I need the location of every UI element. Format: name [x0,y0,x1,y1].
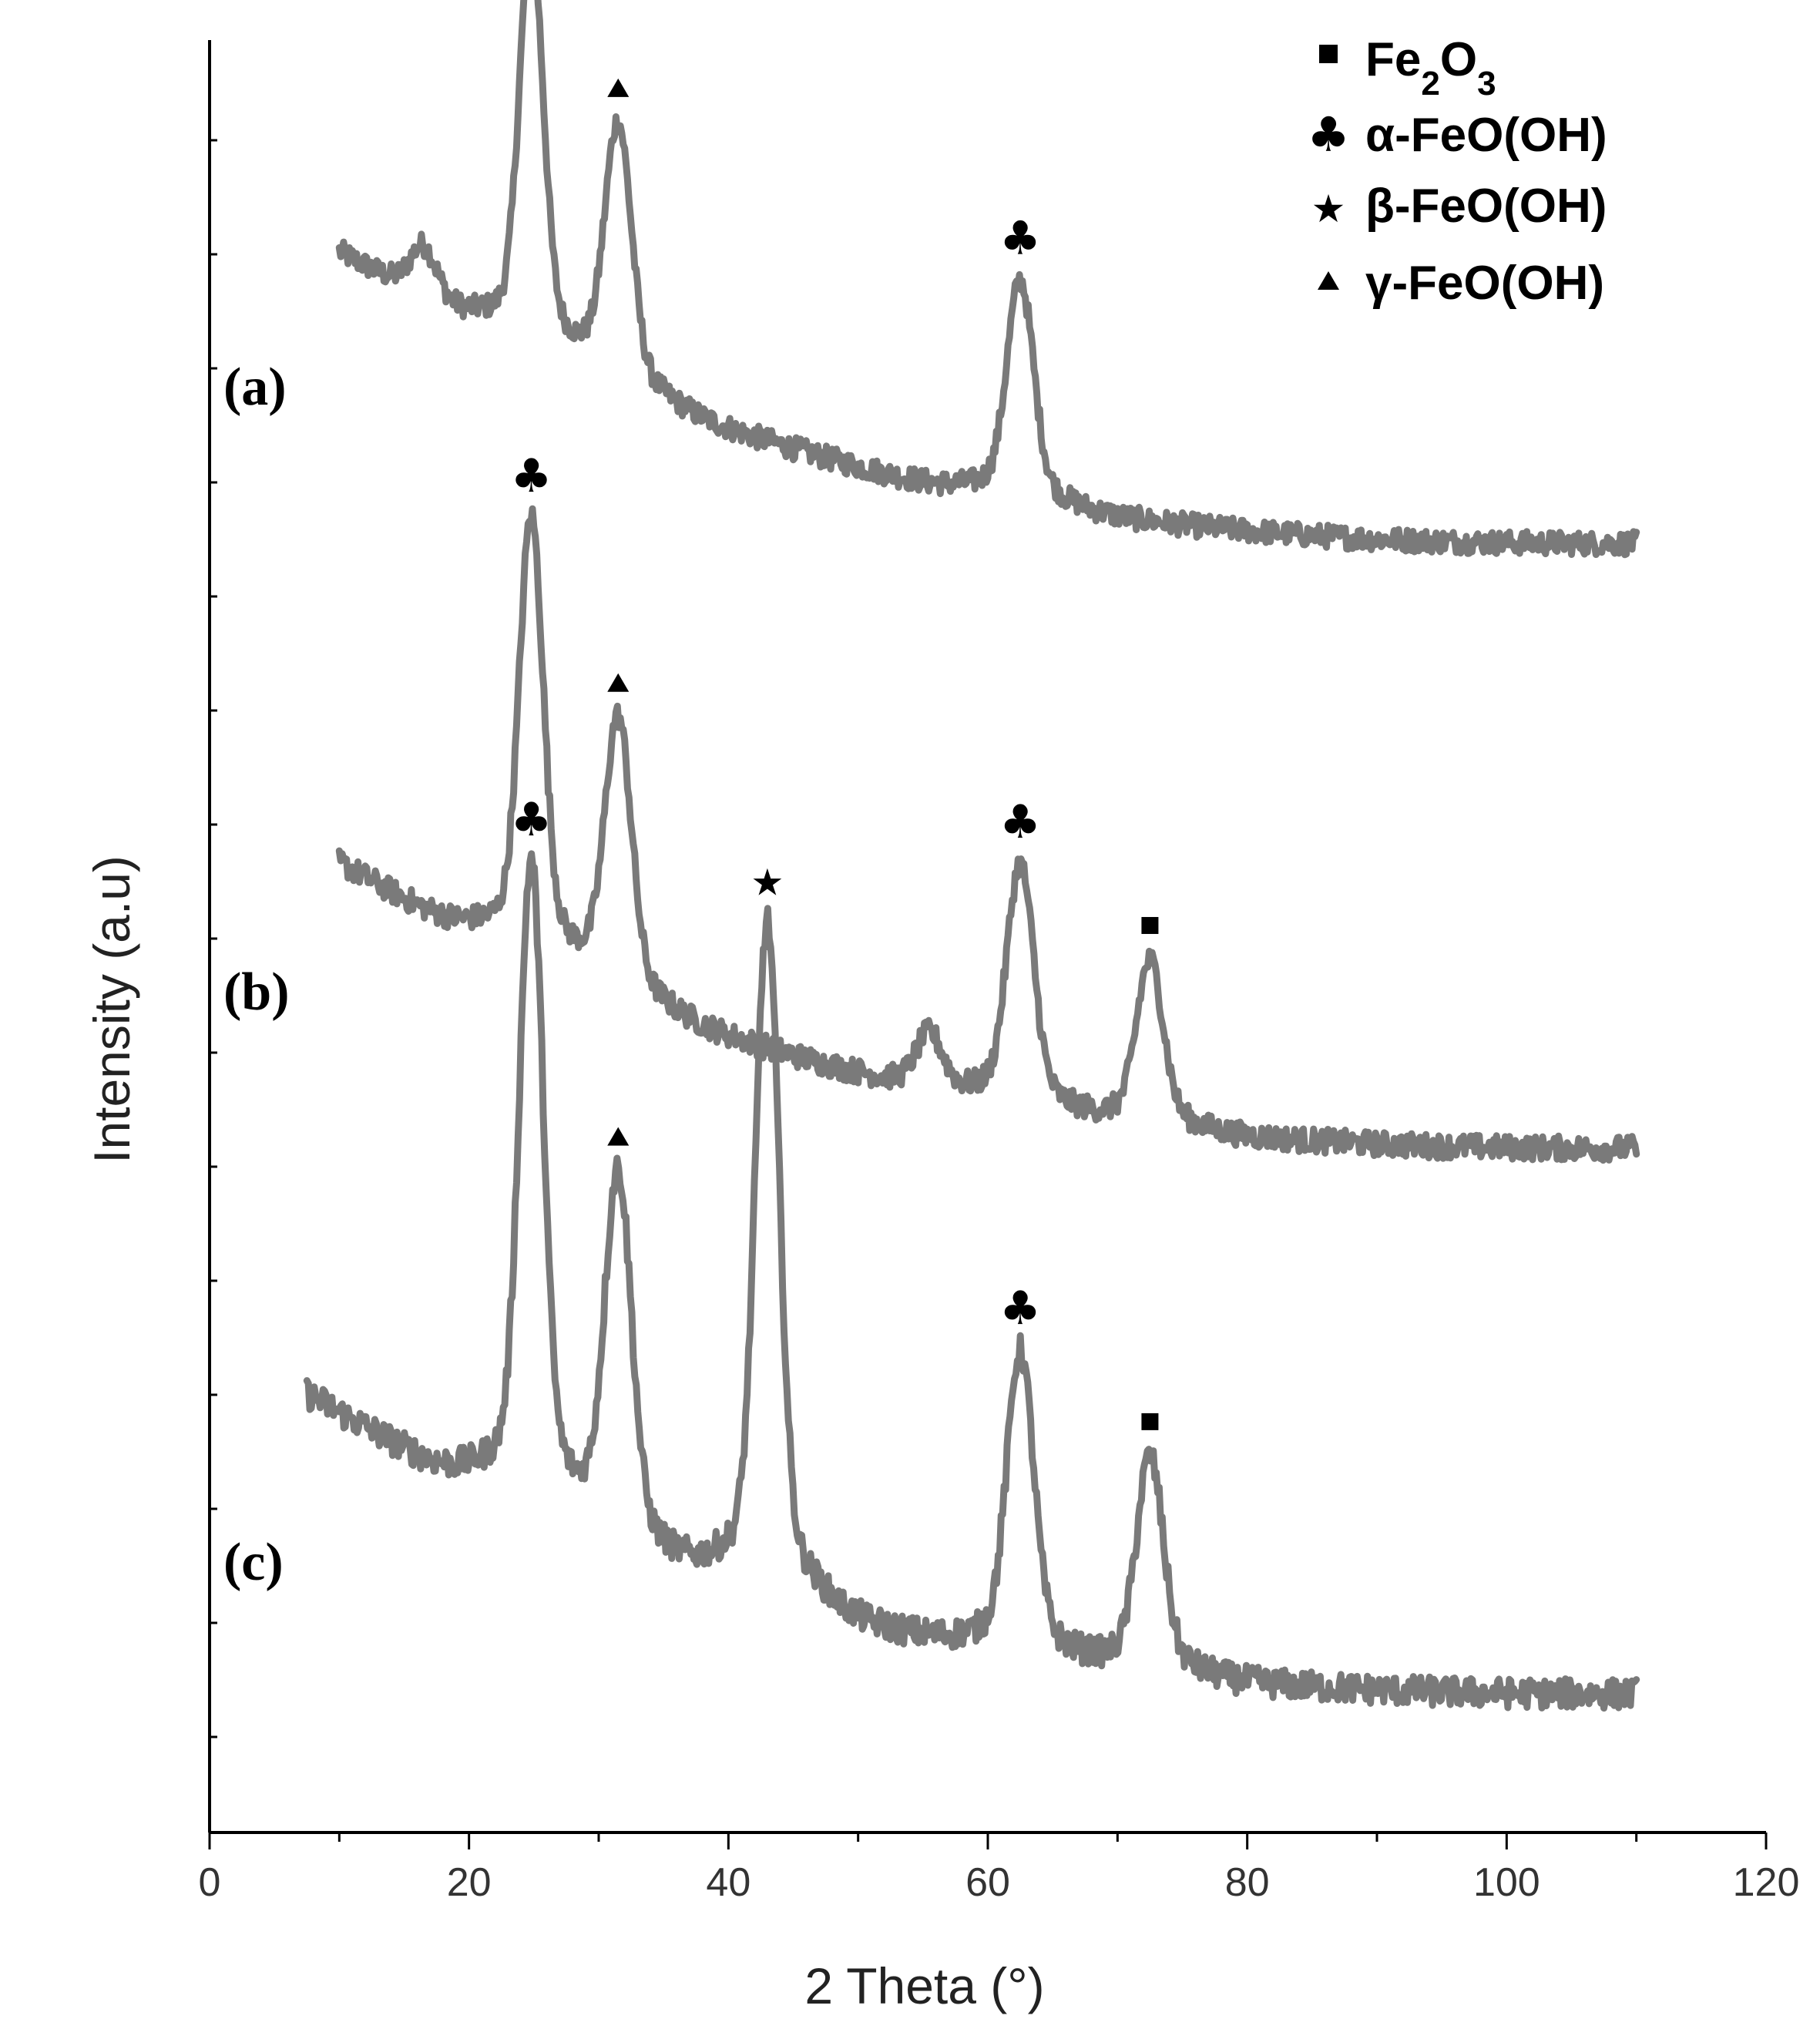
legend-item-fe2o3: Fe2O3 [1365,33,1496,102]
x-tick-label: 20 [447,1860,492,1905]
peak-marker-square-icon [1141,1413,1159,1430]
peak-marker-club-icon: ♣ [999,1282,1041,1335]
legend-star-icon: ★ [1311,186,1346,231]
peak-marker-club-icon: ♣ [511,449,552,503]
peak-marker-club-icon: ♣ [999,795,1041,849]
legend-triangle-icon [1318,271,1339,290]
legend-item-beta: β-FeO(OH) [1365,180,1607,233]
legend-square-icon [1319,45,1338,63]
x-tick-label: 60 [965,1860,1010,1905]
series-label-b: (b) [223,962,290,1022]
x-axis-title: 2 Theta (°) [804,1957,1044,2014]
x-tick-label: 80 [1225,1860,1270,1905]
x-tick-label: 40 [706,1860,750,1905]
legend-item-alpha: α-FeO(OH) [1365,109,1607,162]
peak-marker-triangle-icon [607,78,630,97]
y-axis-ticks [210,139,217,1738]
x-axis-ticks: 0 20 40 60 80 100 120 [199,1832,1800,1905]
x-tick-label: 120 [1733,1860,1800,1905]
xrd-trace-b [335,505,1640,1164]
series-labels: (a) (b) (c) [223,358,290,1592]
x-tick-label: 0 [199,1860,221,1905]
xrd-traces [303,0,1640,1712]
y-axis-title: Intensity (a.u) [83,855,140,1164]
peak-markers: ♣♣♣♣♣★♣ [511,78,1159,1430]
series-label-c: (c) [223,1533,284,1592]
peak-marker-club-icon: ♣ [999,211,1041,265]
peak-marker-square-icon [1141,916,1159,934]
series-label-a: (a) [223,358,287,417]
legend-club-icon: ♣ [1307,106,1350,163]
xrd-trace-a [335,0,1640,559]
peak-marker-triangle-icon [607,673,630,692]
legend: Fe2O3 ♣ α-FeO(OH) ★ β-FeO(OH) γ-FeO(OH) [1307,33,1607,310]
legend-item-gamma: γ-FeO(OH) [1365,257,1604,310]
peak-marker-triangle-icon [607,1127,630,1146]
xrd-trace-c [303,850,1640,1712]
peak-marker-club-icon: ♣ [511,793,552,847]
peak-marker-star-icon: ★ [750,861,784,904]
x-tick-label: 100 [1473,1860,1540,1905]
